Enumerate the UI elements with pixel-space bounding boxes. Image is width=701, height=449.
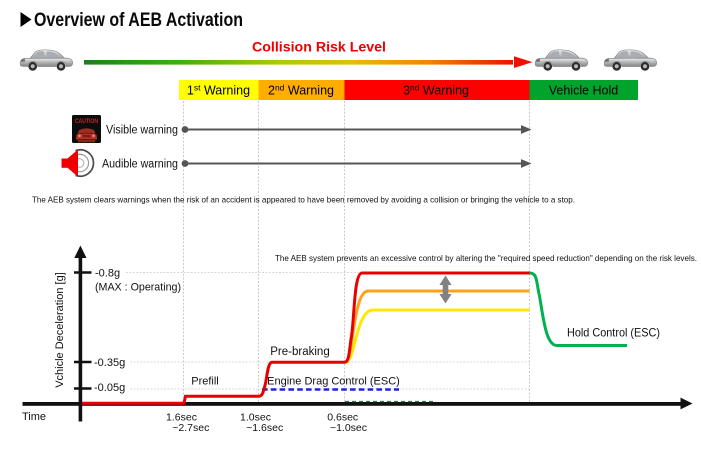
svg-text:(MAX : Operating): (MAX : Operating) xyxy=(95,282,181,294)
svg-text:2nd Warning: 2nd Warning xyxy=(268,83,334,98)
svg-text:0.6sec: 0.6sec xyxy=(327,411,358,423)
svg-text:-0.8g: -0.8g xyxy=(95,268,120,280)
svg-text:The AEB system clears warnings: The AEB system clears warnings when the … xyxy=(32,196,575,205)
svg-text:Visible warning: Visible warning xyxy=(106,125,178,137)
svg-text:-0.35g: -0.35g xyxy=(94,357,125,369)
svg-text:~2.7sec: ~2.7sec xyxy=(172,422,209,434)
svg-text:~1.6sec: ~1.6sec xyxy=(246,422,283,434)
svg-text:~1.0sec: ~1.0sec xyxy=(330,422,367,434)
svg-text:1st Warning: 1st Warning xyxy=(187,83,250,98)
svg-text:Prefill: Prefill xyxy=(191,375,219,387)
svg-text:Audible warning: Audible warning xyxy=(102,159,178,171)
svg-text:1.6sec: 1.6sec xyxy=(166,411,197,423)
svg-text:Engine Drag Control (ESC): Engine Drag Control (ESC) xyxy=(267,376,400,388)
svg-text:Vchicle Deceleration [g]: Vchicle Deceleration [g] xyxy=(54,272,66,388)
svg-text:3nd Warning: 3nd Warning xyxy=(403,83,469,98)
svg-text:1.0sec: 1.0sec xyxy=(240,411,271,423)
svg-text:Collision Risk Level: Collision Risk Level xyxy=(252,40,386,55)
svg-text:Hold Control (ESC): Hold Control (ESC) xyxy=(567,326,660,340)
svg-text:Overview of AEB Activation: Overview of AEB Activation xyxy=(34,10,243,31)
svg-text:Vehicle Hold: Vehicle Hold xyxy=(549,84,619,98)
svg-text:The AEB system prevents an exc: The AEB system prevents an excessive con… xyxy=(275,254,697,263)
svg-text:Pre-braking: Pre-braking xyxy=(270,346,329,358)
svg-text:Time: Time xyxy=(22,411,46,423)
svg-text:CAUTION: CAUTION xyxy=(75,119,98,125)
svg-text:-0.05g: -0.05g xyxy=(94,382,125,394)
